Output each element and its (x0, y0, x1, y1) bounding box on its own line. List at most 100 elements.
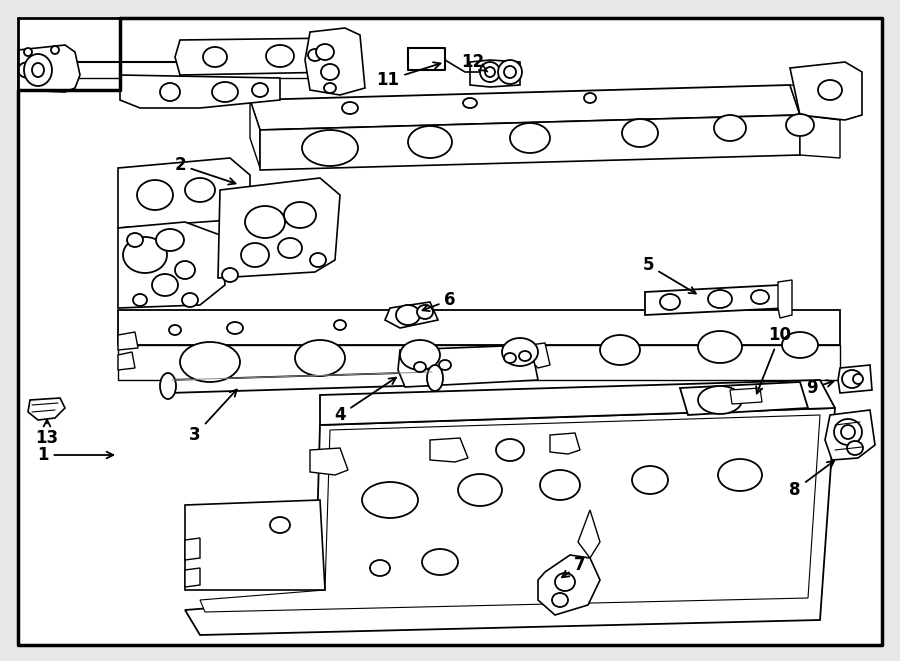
Text: 1: 1 (37, 446, 113, 464)
Ellipse shape (302, 130, 358, 166)
Polygon shape (305, 28, 365, 95)
Polygon shape (398, 345, 538, 387)
Polygon shape (320, 380, 835, 425)
Polygon shape (825, 410, 875, 460)
Polygon shape (790, 62, 862, 120)
Polygon shape (680, 382, 808, 415)
Ellipse shape (182, 293, 198, 307)
Ellipse shape (324, 83, 336, 93)
Polygon shape (118, 310, 840, 345)
Ellipse shape (698, 331, 742, 363)
Ellipse shape (660, 294, 680, 310)
Ellipse shape (718, 459, 762, 491)
Ellipse shape (847, 441, 863, 455)
Ellipse shape (212, 82, 238, 102)
Ellipse shape (714, 115, 746, 141)
Polygon shape (250, 85, 800, 130)
Ellipse shape (540, 470, 580, 500)
Polygon shape (530, 343, 550, 368)
Polygon shape (578, 510, 600, 558)
Ellipse shape (241, 243, 269, 267)
Ellipse shape (32, 63, 44, 77)
Polygon shape (778, 280, 792, 318)
Ellipse shape (498, 60, 522, 84)
Polygon shape (790, 85, 840, 120)
Text: 9: 9 (806, 379, 833, 397)
Ellipse shape (600, 335, 640, 365)
Ellipse shape (156, 229, 184, 251)
Ellipse shape (414, 362, 426, 372)
Polygon shape (120, 75, 280, 108)
Ellipse shape (504, 66, 516, 78)
Polygon shape (310, 448, 348, 475)
Ellipse shape (480, 62, 500, 82)
Text: 11: 11 (376, 62, 440, 89)
Polygon shape (260, 115, 800, 170)
Ellipse shape (786, 114, 814, 136)
Ellipse shape (552, 593, 568, 607)
Polygon shape (430, 438, 468, 462)
Polygon shape (118, 222, 225, 308)
Polygon shape (118, 158, 250, 228)
Text: 4: 4 (334, 377, 396, 424)
Ellipse shape (458, 474, 502, 506)
Ellipse shape (427, 365, 443, 391)
Polygon shape (538, 555, 600, 615)
Ellipse shape (180, 342, 240, 382)
Text: 2: 2 (175, 156, 236, 184)
Ellipse shape (782, 332, 818, 358)
Ellipse shape (818, 80, 842, 100)
Ellipse shape (18, 62, 38, 78)
Polygon shape (18, 18, 882, 645)
Ellipse shape (853, 374, 863, 384)
Polygon shape (118, 332, 138, 350)
Ellipse shape (751, 290, 769, 304)
Ellipse shape (227, 322, 243, 334)
Ellipse shape (266, 45, 294, 67)
Ellipse shape (504, 353, 516, 363)
Ellipse shape (321, 64, 339, 80)
Ellipse shape (185, 178, 215, 202)
Polygon shape (185, 500, 325, 590)
Ellipse shape (160, 83, 180, 101)
Text: 5: 5 (643, 256, 696, 293)
Polygon shape (250, 100, 260, 168)
Ellipse shape (408, 126, 452, 158)
Polygon shape (185, 568, 200, 587)
Ellipse shape (169, 325, 181, 335)
Ellipse shape (278, 238, 302, 258)
Polygon shape (550, 433, 580, 454)
Ellipse shape (152, 274, 178, 296)
Ellipse shape (137, 180, 173, 210)
Ellipse shape (310, 253, 326, 267)
Polygon shape (175, 38, 345, 75)
Ellipse shape (510, 123, 550, 153)
Ellipse shape (834, 419, 862, 445)
Text: 12: 12 (462, 53, 488, 71)
Polygon shape (18, 45, 80, 92)
Ellipse shape (175, 261, 195, 279)
Polygon shape (800, 115, 840, 158)
Polygon shape (118, 352, 135, 370)
Ellipse shape (698, 386, 742, 414)
Ellipse shape (362, 482, 418, 518)
Ellipse shape (708, 290, 732, 308)
Polygon shape (470, 60, 520, 87)
Text: 10: 10 (756, 326, 791, 393)
Ellipse shape (422, 549, 458, 575)
Polygon shape (28, 398, 65, 420)
Ellipse shape (203, 47, 227, 67)
Ellipse shape (842, 370, 862, 388)
Polygon shape (185, 408, 835, 635)
Ellipse shape (24, 48, 32, 56)
Polygon shape (200, 415, 820, 612)
Text: 6: 6 (422, 291, 455, 311)
Ellipse shape (270, 517, 290, 533)
Ellipse shape (485, 67, 495, 77)
Polygon shape (645, 285, 788, 315)
Ellipse shape (51, 46, 59, 54)
Ellipse shape (334, 320, 346, 330)
Ellipse shape (308, 49, 322, 61)
Ellipse shape (123, 237, 167, 273)
Ellipse shape (245, 206, 285, 238)
